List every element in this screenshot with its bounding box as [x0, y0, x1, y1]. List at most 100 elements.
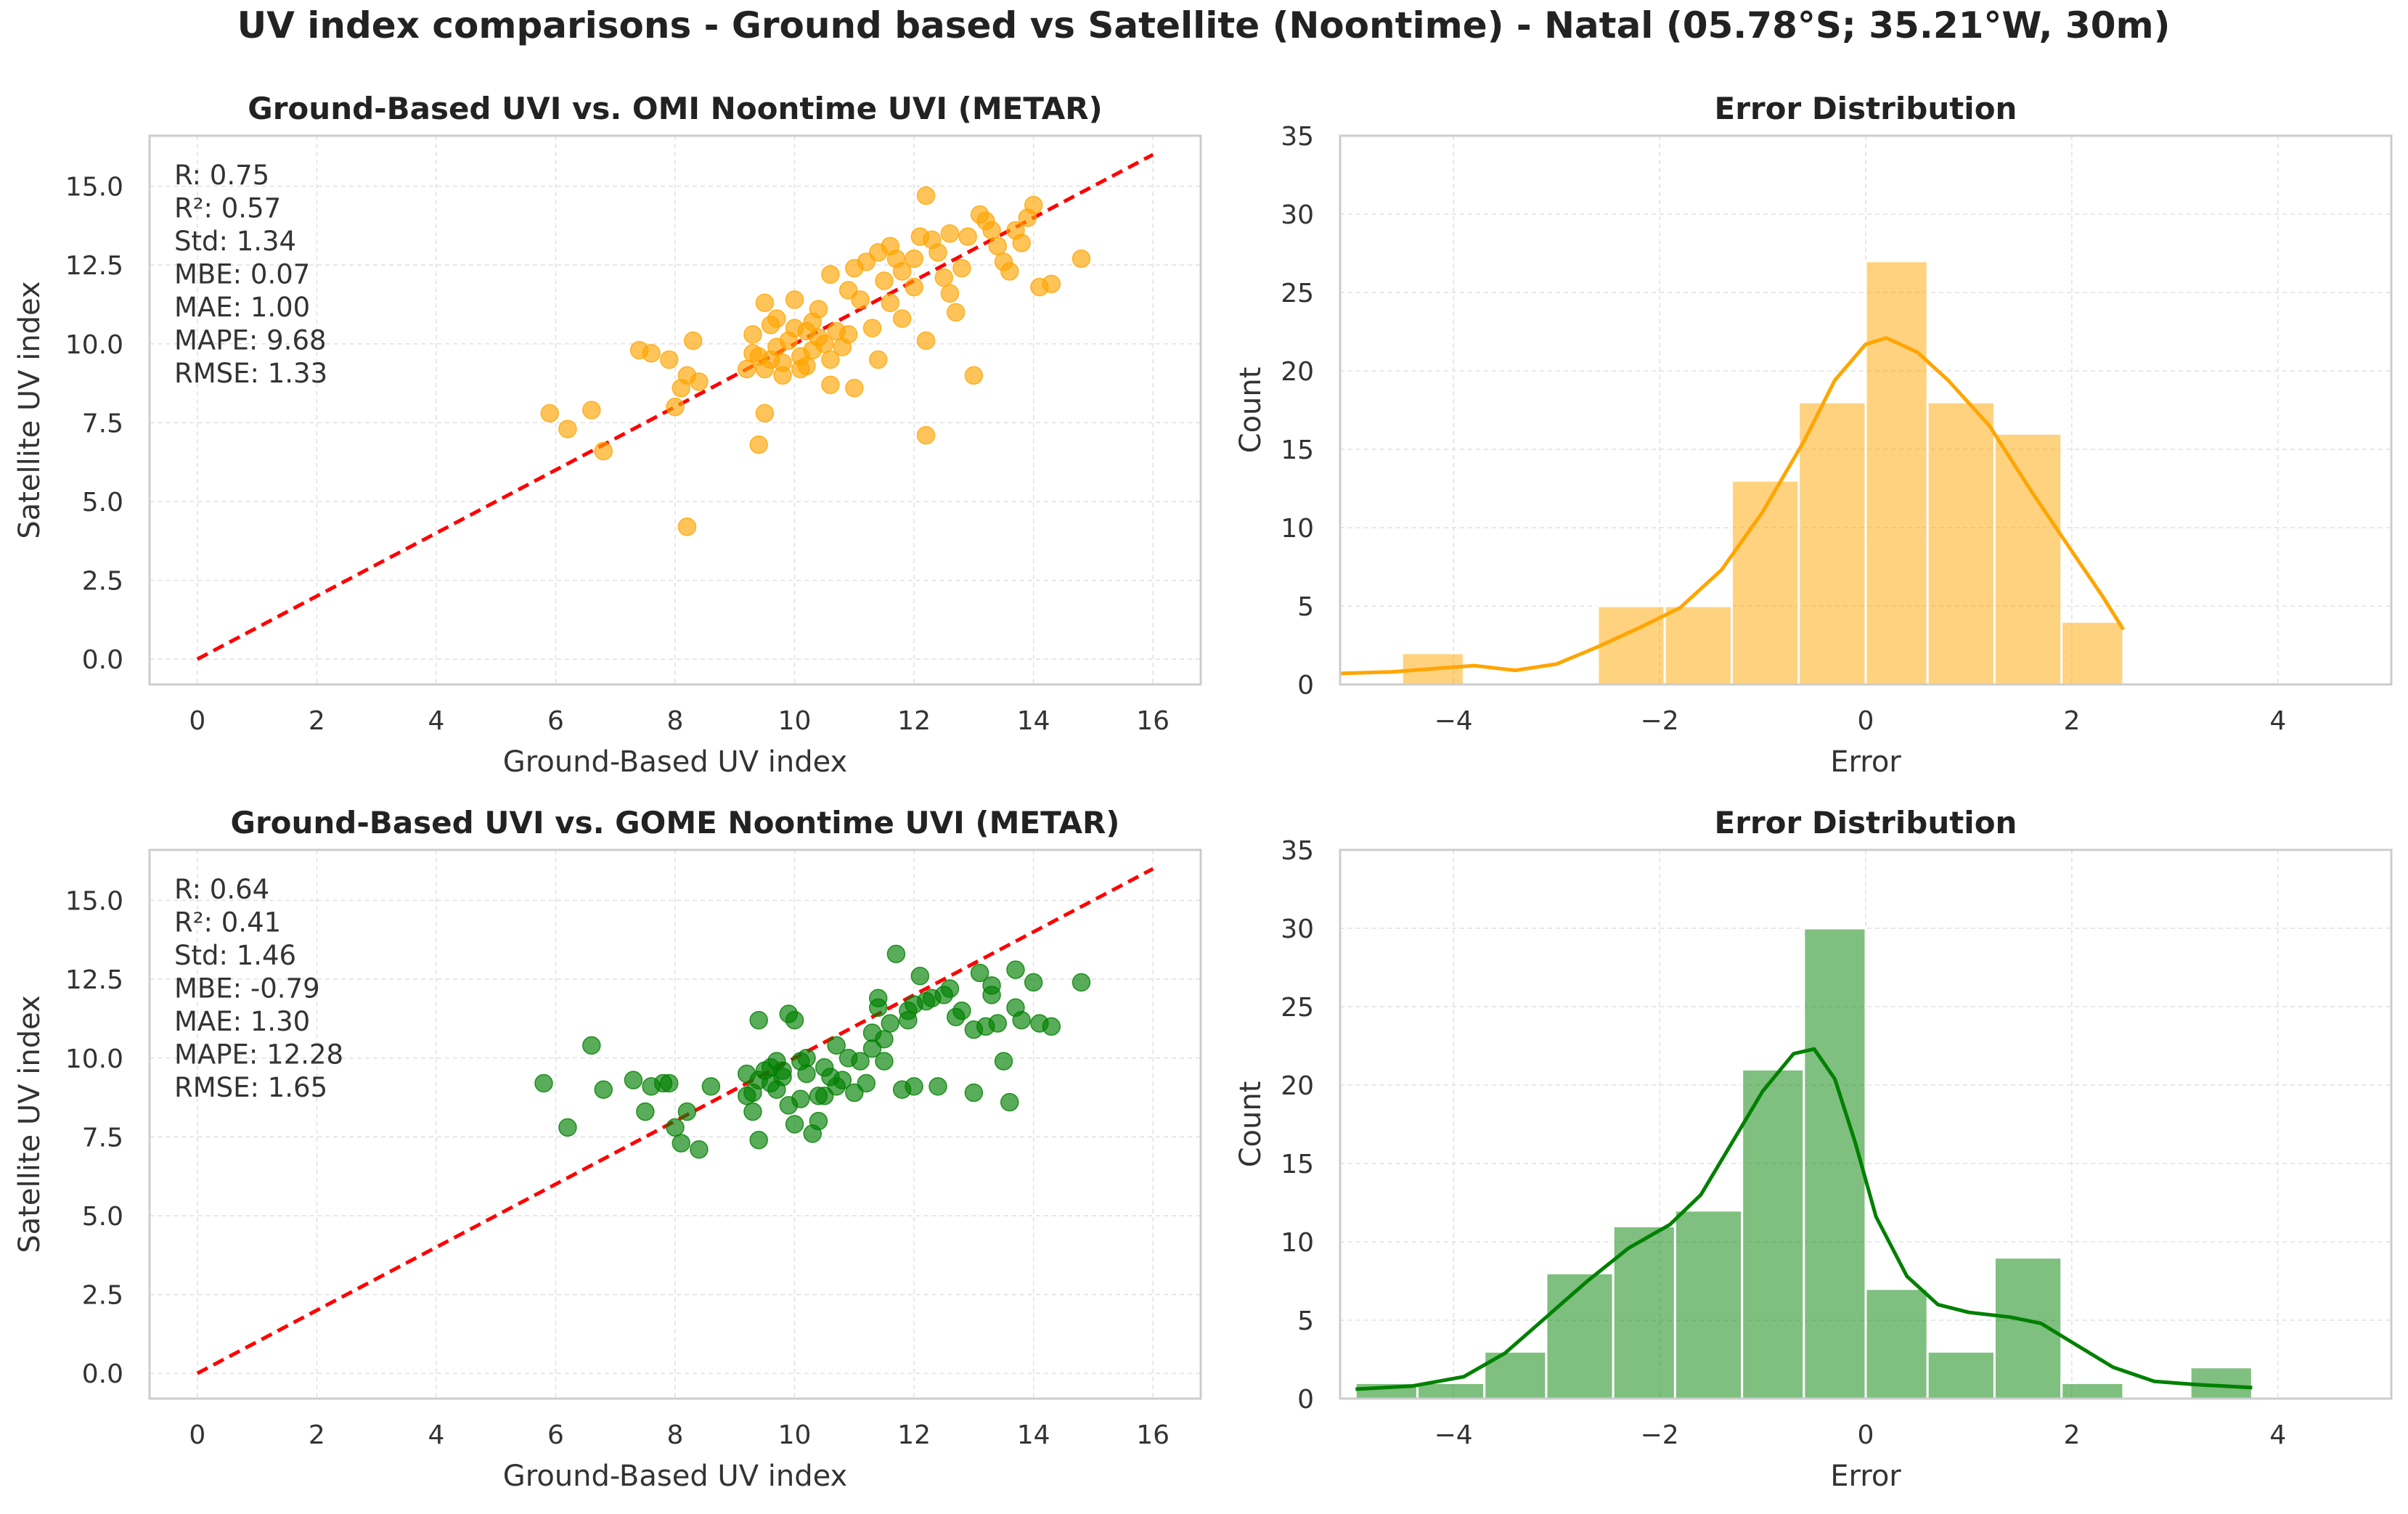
scatter-point	[916, 426, 936, 445]
scatter-point	[809, 1111, 828, 1131]
scatter-point	[886, 249, 906, 269]
histogram-bar	[1663, 605, 1733, 684]
scatter-point	[785, 290, 804, 309]
y-tick-label: 2.5	[82, 1281, 123, 1311]
histogram-bar	[1926, 1350, 1996, 1399]
histogram-bar	[1673, 1209, 1744, 1399]
scatter-point	[624, 1071, 643, 1089]
y-tick-label: 7.5	[82, 409, 123, 438]
scatter-point	[558, 1118, 577, 1137]
scatter-point	[928, 1077, 947, 1096]
scatter-point	[1072, 973, 1091, 992]
stats-line: MBE: 0.07	[174, 259, 310, 290]
x-tick-label: 0	[1858, 706, 1874, 736]
histogram-bar	[1797, 401, 1867, 684]
x-tick-label: 10	[778, 1420, 812, 1450]
scatter-point	[827, 1036, 846, 1055]
scatter-point	[886, 944, 906, 964]
stats-line: R²: 0.57	[174, 193, 281, 224]
scatter-point	[797, 1049, 816, 1068]
x-tick-label: 4	[428, 706, 444, 736]
y-tick-label: 12.5	[65, 251, 123, 281]
stats-line: RMSE: 1.33	[174, 358, 327, 389]
scatter-point	[677, 517, 697, 536]
y-tick-label: 5.0	[82, 1202, 123, 1232]
scatter-point	[910, 967, 930, 986]
y-tick-label: 25	[1281, 993, 1314, 1023]
y-tick-label: 35	[1281, 836, 1314, 866]
scatter-point	[1024, 973, 1043, 992]
x-tick-label: −2	[1641, 1420, 1679, 1450]
scatter-point	[952, 258, 971, 278]
scatter-point	[749, 1010, 768, 1030]
scatter-point	[862, 319, 882, 337]
scatter-point	[749, 1130, 768, 1150]
scatter-point	[677, 1102, 697, 1121]
x-tick-label: 16	[1136, 1420, 1170, 1450]
y-tick-label: 2.5	[82, 567, 123, 597]
scatter-point	[755, 404, 775, 423]
histogram-bar	[1416, 1381, 1486, 1399]
histogram-bar	[1596, 605, 1666, 684]
y-tick-label: 15.0	[65, 887, 123, 917]
scatter-point	[690, 1140, 709, 1159]
scatter-point	[821, 350, 840, 369]
scatter-point	[1006, 221, 1025, 240]
scatter-point	[636, 1102, 655, 1121]
scatter-point	[964, 366, 984, 385]
scatter-point	[892, 309, 912, 328]
axes-frame	[1339, 848, 2393, 1400]
scatter-point	[1000, 262, 1019, 281]
scatter-point	[827, 1077, 846, 1096]
gome-error-histogram-panel: −4 −2 0 2 4 0 5 10 15 20 25 30 35 Error Count Error Dis…	[1234, 805, 2393, 1493]
histogram-bar	[1864, 1288, 1929, 1399]
omi-error-histogram-panel: −4 −2 0 2 4 0 5 10 15 20 25 30 35 Error Count Error Dis…	[1234, 91, 2393, 779]
stats-line: MBE: -0.79	[174, 973, 320, 1004]
x-tick-label: 4	[2269, 1420, 2286, 1450]
scatter-point	[737, 1064, 756, 1084]
scatter-point	[881, 293, 899, 313]
scatter-point	[809, 328, 828, 347]
axes-frame	[1339, 134, 2393, 686]
scatter-point	[767, 309, 786, 328]
scatter-point	[701, 1077, 721, 1096]
y-tick-label: 20	[1281, 1071, 1314, 1101]
plot-area	[196, 867, 1154, 1375]
scatter-point	[905, 277, 923, 297]
scatter-point	[970, 963, 989, 983]
scatter-point	[875, 271, 894, 290]
scatter-point	[1042, 1017, 1061, 1036]
scatter-point	[642, 344, 661, 363]
y-tick-label: 0.0	[82, 645, 123, 675]
y-tick-label: 20	[1281, 357, 1314, 387]
stats-line: RMSE: 1.65	[174, 1072, 327, 1103]
scatter-point	[755, 293, 775, 313]
scatter-point	[672, 1134, 690, 1153]
scatter-point	[666, 1118, 685, 1137]
y-tick-label: 10.0	[65, 330, 123, 360]
panel-title: Error Distribution	[1715, 805, 2017, 840]
x-axis-label: Ground-Based UV index	[503, 1460, 847, 1493]
y-tick-label: 5	[1297, 1306, 1314, 1336]
scatter-point	[803, 312, 822, 332]
x-tick-label: −2	[1641, 706, 1679, 736]
y-axis-label: Satellite UV index	[13, 281, 46, 539]
y-tick-label: 15	[1281, 435, 1314, 465]
scatter-point	[743, 324, 762, 344]
scatter-point	[690, 372, 709, 391]
y-tick-label: 0	[1297, 671, 1314, 700]
x-tick-label: 2	[309, 706, 325, 736]
axes-frame	[148, 134, 1202, 686]
y-tick-label: 35	[1281, 122, 1314, 152]
histogram-bar	[1730, 479, 1800, 684]
panel-title: Ground-Based UVI vs. GOME Noontime UVI (…	[230, 805, 1119, 840]
scatter-point	[868, 350, 888, 369]
histogram-bar	[1926, 401, 1996, 684]
omi-scatter-panel: 0 2 4 6 8 10 12 14 16 0.0 2.5 5.0 7.5 10.0 12.5 15.0 Gro…	[13, 91, 1202, 779]
x-tick-label: 12	[897, 1420, 931, 1450]
kde-line	[1340, 336, 2126, 676]
y-axis-label: Count	[1234, 367, 1268, 454]
scatter-point	[988, 237, 1008, 255]
panel-title: Ground-Based UVI vs. OMI Noontime UVI (M…	[248, 91, 1103, 126]
